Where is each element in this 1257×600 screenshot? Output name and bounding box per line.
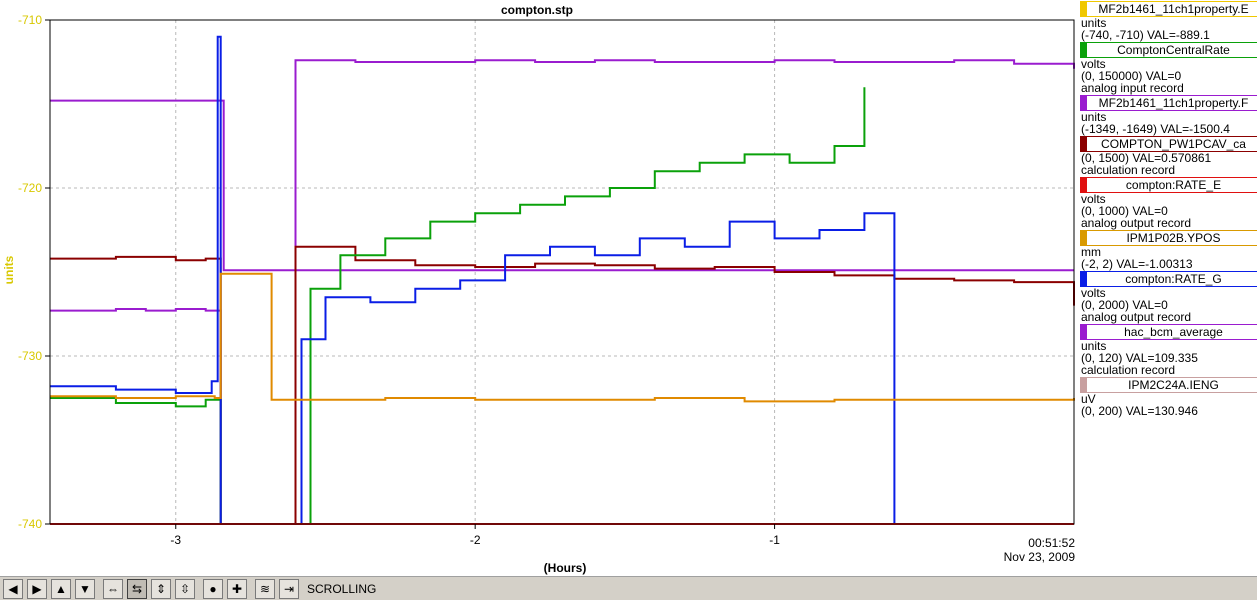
y-tick-label: -710	[18, 13, 42, 27]
legend-detail: (-2, 2) VAL=-1.00313	[1081, 257, 1193, 271]
plus-button[interactable]: ✚	[227, 578, 247, 599]
plus-icon: ✚	[231, 581, 243, 596]
legend: MF2b1461_11ch1property.E units (-740, -710…	[1078, 0, 1257, 417]
legend-detail: volts	[1081, 192, 1106, 206]
legend-detail: volts	[1081, 286, 1106, 300]
series-line-comptoncentralrate	[50, 87, 866, 525]
plot-frame	[49, 19, 1075, 525]
series-line-compton-pw1pcav-ca	[50, 245, 1075, 525]
legend-detail: volts	[1081, 57, 1106, 71]
legend-entry[interactable]: IPM2C24A.IENG	[1080, 377, 1257, 393]
arrow-down-button[interactable]: ▼	[75, 578, 95, 599]
toolbar: ◀ ▶ ▲ ▼ ⇔ ⇆ ⇕ ⇳ ● ✚ ≋ ⇥ SCROLLING	[0, 576, 1257, 600]
legend-detail: (0, 200) VAL=130.946	[1081, 404, 1198, 418]
scroll-end-icon: ⇥	[283, 581, 295, 596]
scroll-status: SCROLLING	[307, 581, 377, 596]
legend-entry[interactable]: hac_bcm_average	[1080, 324, 1257, 340]
legend-detail: (0, 150000) VAL=0	[1081, 69, 1182, 83]
legend-entry[interactable]: compton:RATE_G	[1080, 271, 1257, 287]
x-tick-label: -2	[470, 533, 481, 547]
series-line-compton-rate-g	[50, 35, 1074, 525]
legend-detail: units	[1081, 110, 1107, 124]
arrow-up-button[interactable]: ▲	[51, 578, 71, 599]
legend-detail: (-740, -710) VAL=-889.1	[1081, 28, 1210, 42]
legend-detail: (0, 120) VAL=109.335	[1081, 351, 1198, 365]
arrow-right-button[interactable]: ▶	[27, 578, 47, 599]
strip-chart: compton.stp units (Hours) 00:51:52 Nov 2…	[2, 3, 1076, 575]
legend-detail: mm	[1081, 245, 1101, 259]
expand-horizontal-icon: ⇔	[107, 581, 119, 596]
x-tick-label: -3	[170, 533, 181, 547]
expand-vertical-icon: ⇕	[155, 581, 167, 596]
arrow-down-icon: ▼	[79, 581, 91, 596]
legend-detail: analog output record	[1081, 216, 1192, 230]
legend-detail: calculation record	[1081, 163, 1176, 177]
legend-entry[interactable]: compton:RATE_E	[1080, 177, 1257, 193]
arrow-left-button[interactable]: ◀	[3, 578, 23, 599]
legend-detail: calculation record	[1081, 363, 1176, 377]
legend-entry[interactable]: COMPTON_PW1PCAV_ca	[1080, 136, 1257, 152]
legend-entry[interactable]: MF2b1461_11ch1property.E	[1080, 1, 1257, 17]
x-tick-label: -1	[769, 533, 780, 547]
legend-detail: units	[1081, 16, 1107, 30]
series-line-mf2b1461-11ch1property-f	[50, 59, 1075, 525]
legend-entry[interactable]: IPM1P02B.YPOS	[1080, 230, 1257, 246]
compress-horizontal-icon: ⇆	[131, 581, 143, 596]
series-line-hac-bcm-average	[50, 99, 1074, 272]
circle-icon: ●	[209, 581, 217, 596]
y-axis-label: units	[2, 255, 16, 284]
y-tick-label: -740	[18, 517, 42, 531]
legend-detail: (0, 1000) VAL=0	[1081, 204, 1168, 218]
y-tick-label: -730	[18, 349, 42, 363]
x-axis-label: (Hours)	[544, 561, 587, 575]
compress-vertical-icon: ⇳	[179, 581, 191, 596]
legend-detail: analog input record	[1081, 81, 1184, 95]
legend-entry[interactable]: MF2b1461_11ch1property.F	[1080, 95, 1257, 111]
end-date-label: Nov 23, 2009	[1004, 550, 1076, 564]
compress-vertical-button[interactable]: ⇳	[175, 578, 195, 599]
legend-detail: (-1349, -1649) VAL=-1500.4	[1081, 122, 1230, 136]
legend-detail: uV	[1081, 392, 1096, 406]
scroll-end-button[interactable]: ⇥	[279, 578, 299, 599]
arrow-right-icon: ▶	[32, 581, 42, 596]
legend-entry[interactable]: ComptonCentralRate	[1080, 42, 1257, 58]
chart-title: compton.stp	[501, 3, 573, 17]
arrow-left-icon: ◀	[8, 581, 18, 596]
end-time-label: 00:51:52	[1028, 536, 1075, 550]
legend-detail: units	[1081, 339, 1107, 353]
legend-detail: (0, 1500) VAL=0.570861	[1081, 151, 1212, 165]
legend-detail: (0, 2000) VAL=0	[1081, 298, 1168, 312]
expand-vertical-button[interactable]: ⇕	[151, 578, 171, 599]
legend-detail: analog output record	[1081, 310, 1192, 324]
expand-horizontal-button[interactable]: ⇔	[103, 578, 123, 599]
autoscale-icon: ≋	[259, 581, 271, 596]
series-line-ipm1p02b-ypos	[50, 272, 1075, 403]
y-tick-label: -720	[18, 181, 42, 195]
autoscale-button[interactable]: ≋	[255, 578, 275, 599]
circle-button[interactable]: ●	[203, 578, 223, 599]
arrow-up-icon: ▲	[55, 581, 67, 596]
compress-horizontal-button[interactable]: ⇆	[127, 578, 147, 599]
